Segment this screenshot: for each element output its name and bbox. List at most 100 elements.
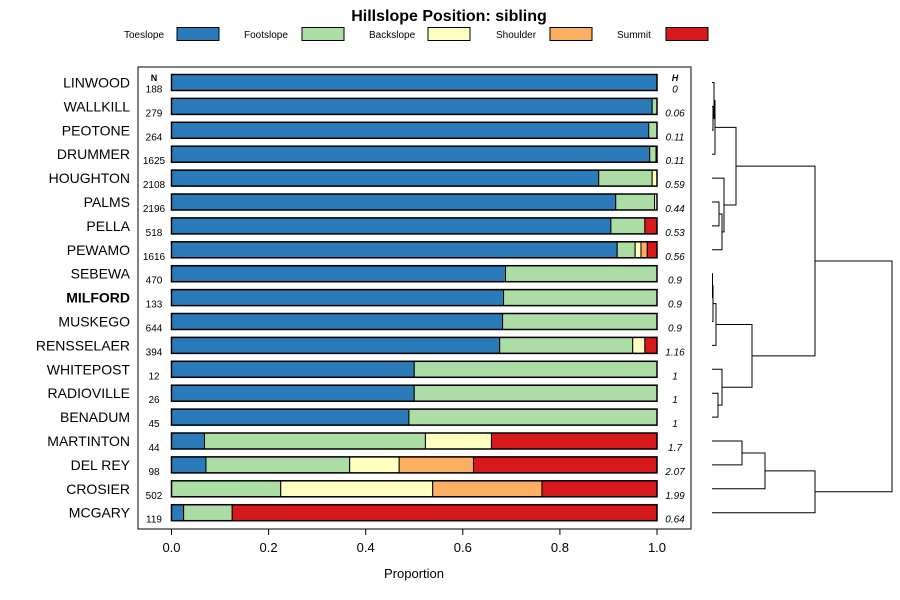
- dendrogram-branch: [712, 452, 766, 490]
- bar-segment-footslope: [598, 169, 653, 187]
- soil-label: PELLA: [86, 218, 130, 234]
- bar-segment-footslope: [648, 121, 658, 139]
- h-value: 0.64: [665, 515, 685, 526]
- n-value: 44: [148, 443, 160, 454]
- bar-segment-toeslope: [171, 289, 505, 307]
- bar-outline: [170, 73, 658, 92]
- soil-label: PEWAMO: [67, 242, 130, 258]
- soil-label: CROSIER: [66, 481, 130, 497]
- bar-segment-backslope: [632, 336, 646, 354]
- n-value: 518: [146, 228, 163, 239]
- n-value: 1616: [143, 252, 166, 263]
- bar-segment-footslope: [502, 313, 658, 330]
- dendrogram-branch: [715, 126, 737, 206]
- n-value: 264: [146, 132, 163, 143]
- bar-segment-toeslope: [171, 384, 415, 402]
- h-value: 1: [672, 371, 678, 382]
- dendrogram-branch: [712, 105, 714, 131]
- bar-outline: [170, 432, 658, 450]
- soil-label: DRUMMER: [57, 146, 130, 162]
- h-value: 1: [672, 395, 678, 406]
- bar-segment-summit: [541, 480, 658, 498]
- soil-label: PALMS: [84, 194, 130, 210]
- bar-segment-summit: [644, 217, 658, 235]
- row-benadum: BENADUM 45 1: [60, 408, 678, 430]
- h-value: 1.16: [665, 347, 685, 358]
- n-value: 188: [146, 85, 163, 96]
- h-value: 0.11: [666, 132, 685, 143]
- h-value: 0.9: [668, 324, 682, 335]
- bar-outline: [170, 360, 658, 379]
- chart-title: Hillslope Position: sibling: [351, 8, 547, 25]
- n-value: 502: [146, 491, 163, 502]
- h-value: 1.7: [668, 443, 682, 454]
- x-tick-label: 0.6: [454, 540, 472, 555]
- row-mcgary: MCGARY 119 0.64: [69, 503, 685, 526]
- bar-segment-footslope: [649, 145, 657, 163]
- bar-outline: [170, 145, 658, 163]
- dendrogram-branch: [712, 392, 719, 418]
- legend-label-shoulder: Shoulder: [496, 30, 537, 41]
- legend-swatch-summit: [665, 27, 709, 41]
- bar-outline: [170, 288, 658, 307]
- bar-segment-footslope: [610, 217, 646, 235]
- dendrogram-branch: [712, 440, 743, 466]
- dendrogram: [712, 82, 893, 514]
- row-milford: MILFORD 133 0.9: [66, 288, 682, 311]
- h-value: 0.44: [665, 204, 685, 215]
- h-value: 0.53: [665, 228, 685, 239]
- soil-label: RADIOVILLE: [48, 385, 130, 401]
- row-peotone: PEOTONE 264 0.11: [62, 121, 685, 143]
- bar-segment-toeslope: [171, 336, 501, 354]
- bar-segment-shoulder: [640, 241, 648, 259]
- soil-label: BENADUM: [60, 409, 130, 425]
- bar-segment-toeslope: [171, 360, 415, 378]
- bar-segment-toeslope: [171, 74, 658, 91]
- soil-label: MUSKEGO: [58, 314, 130, 330]
- h-value: 0.9: [668, 276, 682, 287]
- bar-segment-footslope: [615, 193, 656, 211]
- bar-outline: [170, 456, 658, 474]
- legend-label-summit: Summit: [617, 30, 651, 41]
- bar-segment-footslope: [616, 241, 636, 259]
- bar-segment-toeslope: [171, 432, 206, 450]
- x-tick-label: 1.0: [648, 540, 666, 555]
- n-value: 119: [146, 515, 162, 526]
- bar-segment-footslope: [503, 289, 658, 307]
- bar-segment-toeslope: [171, 121, 650, 139]
- bar-segment-footslope: [499, 336, 634, 354]
- x-tick-label: 0.2: [260, 540, 278, 555]
- bar-segment-shoulder: [432, 480, 543, 498]
- row-sebewa: SEBEWA 470 0.9: [71, 264, 682, 287]
- x-tick-label: 0.4: [357, 540, 375, 555]
- legend-swatch-shoulder: [549, 27, 593, 41]
- bar-segment-toeslope: [171, 456, 207, 474]
- n-value: 2108: [143, 180, 166, 191]
- n-value: 98: [148, 467, 160, 478]
- bar-segment-footslope: [408, 408, 658, 426]
- n-header: N: [151, 73, 158, 83]
- bar-segment-summit: [490, 432, 658, 450]
- bar-segment-toeslope: [171, 408, 410, 426]
- bar-segment-footslope: [413, 360, 658, 378]
- row-crosier: CROSIER 502 1.99: [66, 480, 685, 502]
- bar-outline: [170, 336, 658, 355]
- bar-segment-toeslope: [171, 193, 617, 211]
- dendrogram-branch: [736, 165, 816, 357]
- legend-swatch-backslope: [427, 27, 471, 41]
- row-pewamo: PEWAMO 1616 0.56: [67, 241, 685, 263]
- row-pella: PELLA 518 0.53: [86, 217, 685, 239]
- h-value: 0.56: [665, 252, 685, 263]
- bar-segment-toeslope: [171, 169, 600, 187]
- bar-outline: [170, 503, 658, 522]
- soil-label: RENSSELAER: [36, 337, 130, 353]
- legend-swatch-toeslope: [176, 27, 220, 41]
- bar-segment-shoulder: [398, 456, 474, 474]
- row-martinton: MARTINTON 44 1.7: [47, 432, 682, 454]
- bar-outline: [170, 312, 658, 331]
- legend-label-backslope: Backslope: [369, 30, 416, 41]
- soil-label: WHITEPOST: [47, 361, 131, 377]
- soil-label: DEL REY: [71, 457, 131, 473]
- x-tick-label: 0.0: [162, 540, 180, 555]
